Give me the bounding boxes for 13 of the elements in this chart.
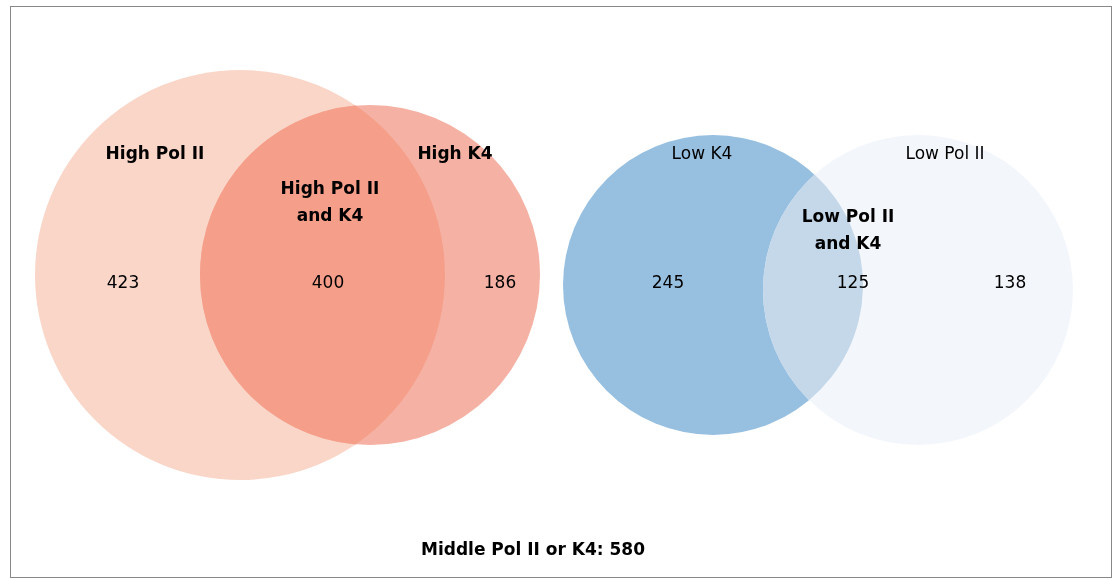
category-label: High Pol II and K4 xyxy=(280,178,380,226)
category-label: High K4 xyxy=(417,143,493,164)
category-label: Low Pol II xyxy=(905,143,985,164)
data-label: 138 xyxy=(993,272,1027,293)
category-label: High Pol II xyxy=(105,143,205,164)
text: Middle Pol II or K4: 580 xyxy=(421,539,646,560)
data-label: 186 xyxy=(483,272,517,293)
data-label: 125 xyxy=(836,272,870,293)
category-label: Low Pol II and K4 xyxy=(801,206,895,254)
category-label: Low K4 xyxy=(671,143,733,164)
data-label: 400 xyxy=(311,272,345,293)
data-label: 245 xyxy=(651,272,685,293)
data-label: 423 xyxy=(106,272,140,293)
